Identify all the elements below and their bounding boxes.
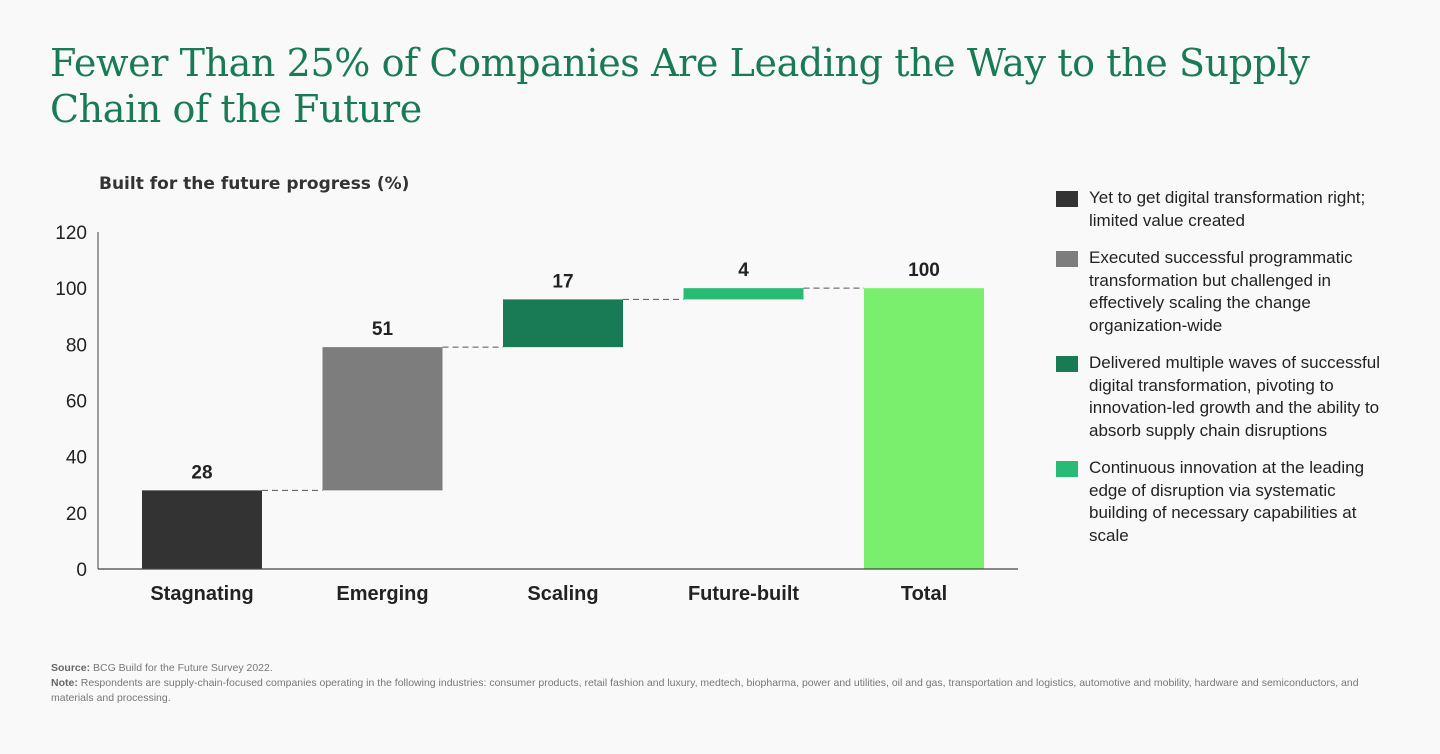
legend-label: Yet to get digital transformation right;…: [1089, 188, 1366, 230]
y-tick-label: 80: [66, 335, 87, 356]
source-label: Source:: [51, 662, 91, 674]
data-label: 28: [191, 462, 212, 483]
waterfall-chart: 0 20 40 60 80 100 120 28 Stagnating 51 Emerging 17 S…: [55, 223, 1018, 605]
source-text: BCG Build for the Future Survey 2022.: [90, 662, 273, 674]
bar-stagnating: [142, 490, 262, 569]
legend-swatch: [1056, 356, 1078, 372]
category-label: Stagnating: [150, 583, 253, 605]
chart-subtitle: Built for the future progress (%): [99, 174, 410, 194]
category-label: Emerging: [336, 583, 428, 605]
legend-label: Executed successful programmatic transfo…: [1089, 248, 1353, 335]
legend-item: Delivered multiple waves of successful d…: [1056, 352, 1396, 442]
category-label: Future-built: [688, 583, 799, 605]
note-line: Note: Respondents are supply-chain-focus…: [51, 676, 1381, 706]
y-tick-label: 120: [55, 223, 87, 244]
note-label: Note:: [51, 677, 78, 689]
y-tick-label: 0: [76, 560, 87, 581]
category-label: Scaling: [527, 583, 598, 605]
bar-future-built: [683, 288, 804, 300]
bar-total: [864, 288, 984, 569]
source-line: Source: BCG Build for the Future Survey …: [51, 661, 1381, 676]
legend-item: Executed successful programmatic transfo…: [1056, 247, 1396, 337]
data-label: 4: [738, 260, 749, 281]
chart-title: Fewer Than 25% of Companies Are Leading …: [50, 41, 1310, 131]
data-label: 51: [372, 319, 394, 340]
legend-swatch: [1056, 461, 1078, 477]
category-label: Total: [901, 583, 947, 605]
legend-swatch: [1056, 191, 1078, 207]
legend-item: Continuous innovation at the leading edg…: [1056, 457, 1396, 547]
y-tick-label: 60: [66, 392, 87, 413]
legend-swatch: [1056, 251, 1078, 267]
y-tick-label: 40: [66, 448, 87, 469]
data-label: 17: [552, 271, 573, 292]
footnote: Source: BCG Build for the Future Survey …: [51, 661, 1381, 706]
data-label: 100: [908, 260, 940, 281]
bar-emerging: [322, 347, 443, 491]
y-tick-label: 100: [55, 279, 87, 300]
legend: Yet to get digital transformation right;…: [1056, 187, 1396, 562]
y-tick-label: 20: [66, 504, 87, 525]
note-text: Respondents are supply-chain-focused com…: [51, 677, 1359, 704]
legend-item: Yet to get digital transformation right;…: [1056, 187, 1396, 232]
bar-scaling: [503, 299, 623, 348]
legend-label: Continuous innovation at the leading edg…: [1089, 458, 1365, 545]
legend-label: Delivered multiple waves of successful d…: [1089, 353, 1381, 440]
